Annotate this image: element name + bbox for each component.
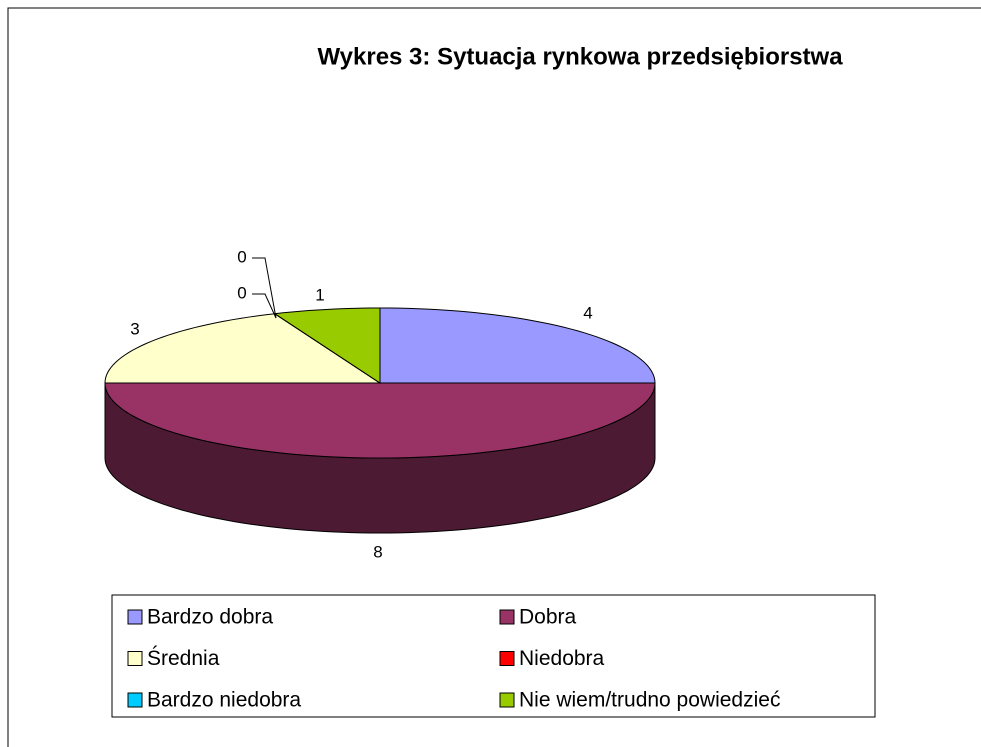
legend-swatch (499, 609, 515, 625)
leader-line (252, 293, 277, 319)
legend-swatch (127, 692, 143, 708)
legend-swatch (499, 692, 515, 708)
value-label: 3 (130, 319, 139, 338)
value-label: 4 (583, 303, 592, 322)
legend-box (111, 594, 876, 718)
pie-slice (104, 313, 382, 384)
pie-slice (379, 307, 656, 384)
legend-label: Nie wiem/trudno powiedzieć (519, 689, 780, 712)
legend-swatch (499, 651, 515, 666)
chart-title: Wykres 3: Sytuacja rynkowa przedsiębiors… (317, 43, 843, 70)
legend-label: Bardzo dobra (147, 606, 273, 629)
legend-label: Średnia (147, 646, 220, 670)
value-label: 0 (237, 247, 246, 266)
legend-label: Niedobra (519, 647, 605, 670)
pie-slice (104, 382, 656, 459)
legend-label: Dobra (519, 606, 577, 629)
legend-label: Bardzo niedobra (147, 689, 301, 712)
pie-slice (273, 307, 381, 384)
value-label: 1 (315, 285, 324, 304)
value-label: 0 (237, 283, 246, 302)
legend-swatch (127, 651, 143, 666)
leader-line (252, 257, 277, 319)
legend-swatch (127, 609, 143, 625)
value-label: 8 (373, 542, 382, 561)
